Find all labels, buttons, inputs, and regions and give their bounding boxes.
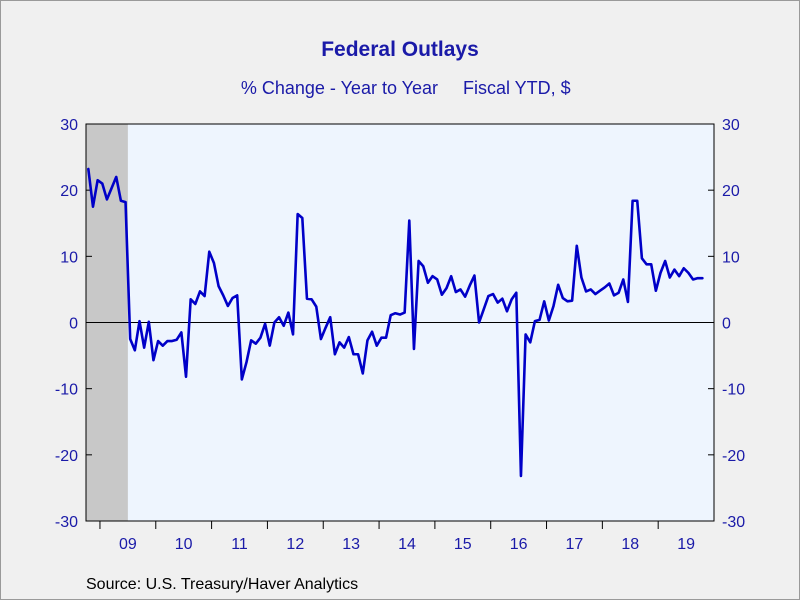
- x-tick-label: 15: [454, 536, 472, 553]
- x-tick-label: 19: [677, 536, 695, 553]
- x-tick-label: 16: [510, 536, 528, 553]
- y-tick-label-right: 10: [722, 249, 740, 266]
- y-tick-label-right: -20: [722, 448, 745, 465]
- y-tick-label-right: -10: [722, 382, 745, 399]
- y-tick-label-left: -20: [55, 448, 78, 465]
- x-tick-label: 11: [231, 536, 248, 553]
- x-tick-label: 09: [119, 536, 137, 553]
- chart-title: Federal Outlays: [321, 38, 479, 61]
- y-tick-label-left: 10: [60, 249, 78, 266]
- y-tick-label-left: 30: [60, 117, 78, 134]
- x-tick-label: 13: [342, 536, 360, 553]
- x-tick-label: 18: [621, 536, 639, 553]
- x-tick-label: 10: [175, 536, 193, 553]
- x-tick-label: 12: [286, 536, 304, 553]
- y-tick-label-right: -30: [722, 514, 745, 531]
- chart-subtitle-units: % Change - Year to Year: [240, 78, 438, 98]
- y-tick-label-left: -30: [55, 514, 78, 531]
- x-tick-label: 14: [398, 536, 416, 553]
- series-line-federal-outlays: [87, 167, 704, 478]
- source-note: Source: U.S. Treasury/Haver Analytics: [86, 576, 359, 593]
- y-tick-label-left: 20: [60, 183, 78, 200]
- chart-subtitle-measure: Fiscal YTD, $: [463, 78, 571, 98]
- y-tick-label-left: 0: [69, 316, 78, 333]
- y-tick-label-right: 30: [722, 117, 740, 134]
- y-tick-label-right: 20: [722, 183, 740, 200]
- y-tick-label-left: -10: [55, 382, 78, 399]
- y-tick-label-right: 0: [722, 316, 731, 333]
- x-tick-label: 17: [566, 536, 584, 553]
